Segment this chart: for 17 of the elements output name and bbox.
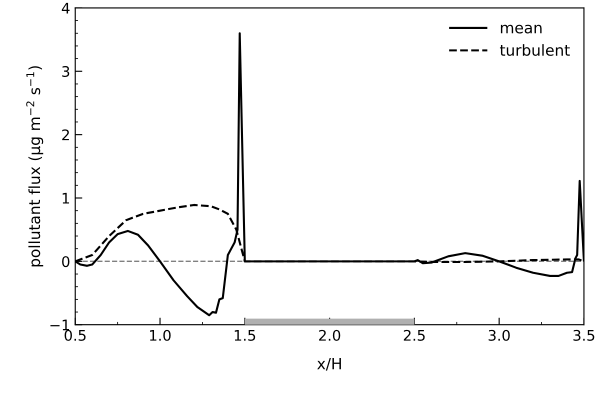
x-tick-label: 1.0 <box>150 330 171 341</box>
x-tick-label: 3.5 <box>573 330 594 341</box>
x-tick-label: 0.5 <box>64 330 86 341</box>
y-axis-title: pollutant flux (µg m$^{−2}$ s$^{−1}$) <box>26 66 44 266</box>
y-tick-label: 4 <box>62 2 70 14</box>
x-tick-label: 1.5 <box>234 330 256 341</box>
y-tick-label: 1 <box>62 192 70 204</box>
x-tick-label: 2.0 <box>319 330 340 341</box>
y-tick-label: 3 <box>62 66 70 78</box>
legend-label: mean <box>500 24 542 34</box>
x-axis-title: x/H <box>317 358 341 371</box>
x-tick-label: 2.5 <box>404 330 425 341</box>
y-tick-label: 2 <box>62 129 69 140</box>
y-tick-label: 0 <box>62 256 70 268</box>
x-tick-label: 3.0 <box>488 330 510 341</box>
y-tick-label: −1 <box>50 320 70 330</box>
legend-label: turbulent <box>500 44 570 56</box>
